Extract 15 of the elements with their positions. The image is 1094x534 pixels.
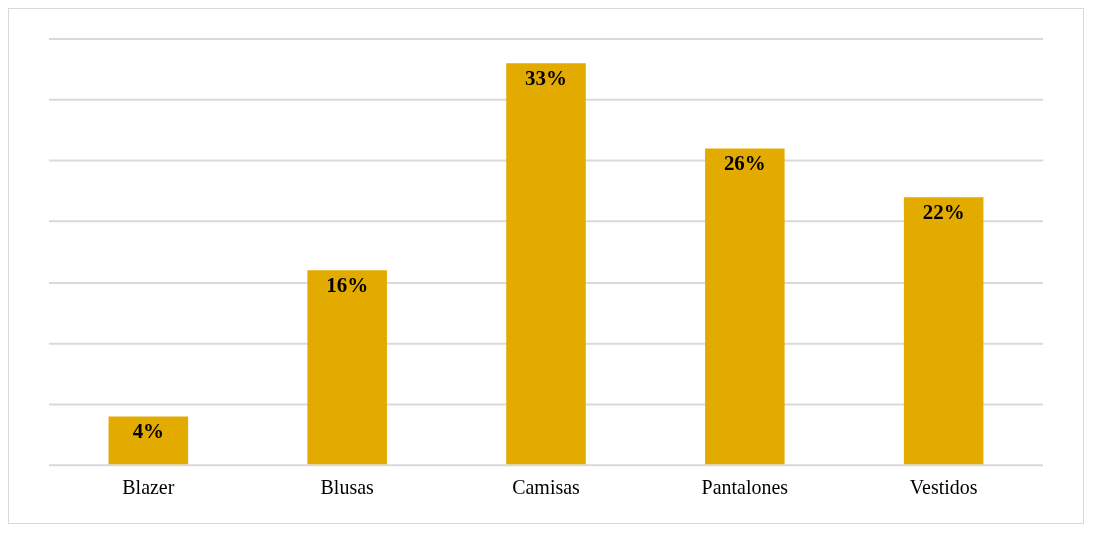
bar [903, 197, 984, 465]
bar [108, 416, 189, 465]
bar [506, 63, 586, 465]
data-label: 22% [922, 200, 965, 225]
x-tick-label: Camisas [512, 476, 581, 499]
x-tick-label: Blazer [122, 476, 175, 499]
data-label: 26% [723, 151, 766, 176]
data-label: 33% [525, 66, 567, 91]
x-tick-label: Blusas [320, 476, 375, 499]
data-label: 4% [132, 419, 165, 444]
bar [705, 148, 785, 465]
data-label: 16% [326, 273, 369, 298]
x-tick-label: Pantalones [701, 476, 789, 499]
x-tick-label: Vestidos [909, 476, 978, 499]
bar [307, 270, 387, 465]
